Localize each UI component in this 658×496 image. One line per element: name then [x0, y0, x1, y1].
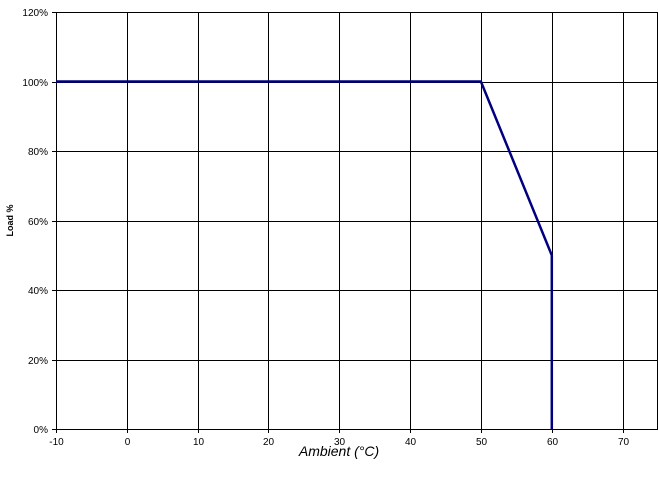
- y-tick-label: 80%: [28, 147, 48, 158]
- y-tick-label: 100%: [22, 78, 48, 89]
- series-layer: [56, 80, 554, 429]
- y-tick-labels: 0% 20% 40% 60% 80% 100% 120%: [22, 8, 56, 436]
- y-tick-label: 120%: [22, 8, 48, 19]
- x-tick-label: 40: [405, 437, 417, 448]
- x-tick-label: 20: [263, 437, 275, 448]
- x-tick-label: 10: [193, 437, 205, 448]
- x-tick-label: 30: [334, 437, 346, 448]
- y-axis-title: Load %: [5, 204, 15, 236]
- x-tick-label: 0: [125, 437, 131, 448]
- y-tick-label: 20%: [28, 356, 48, 367]
- x-tick-label: 60: [547, 437, 559, 448]
- grid: [56, 12, 658, 430]
- x-axis-title: Ambient (°C): [298, 443, 379, 459]
- x-tick-label: 50: [476, 437, 488, 448]
- x-tick-label: 70: [618, 437, 630, 448]
- y-tick-label: 60%: [28, 217, 48, 228]
- x-tick-label: -10: [49, 437, 64, 448]
- x-tick-labels: -10 0 10 20 30 40 50 60 70: [49, 429, 629, 448]
- y-tick-label: 0%: [34, 425, 49, 436]
- series-line: [56, 80, 554, 429]
- y-tick-label: 40%: [28, 286, 48, 297]
